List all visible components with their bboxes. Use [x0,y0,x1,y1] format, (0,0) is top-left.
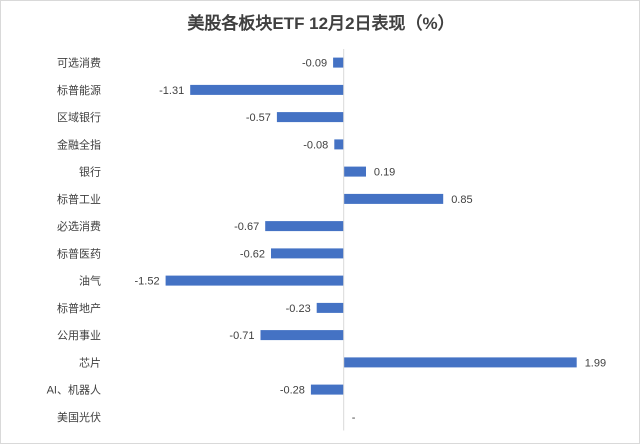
bar [343,357,577,368]
category-label: 芯片 [79,355,101,369]
category-label: 区域银行 [57,110,101,124]
data-label: -1.52 [135,276,160,288]
chart-title: 美股各板块ETF 12月2日表现（%） [187,14,455,33]
bar [190,84,344,95]
category-label: 标普工业 [57,192,101,206]
data-label: -0.67 [234,221,259,233]
data-label: -0.57 [246,112,271,124]
data-label: -0.09 [302,58,327,70]
data-label: - [352,412,356,424]
category-label: 可选消费 [57,56,101,70]
data-label: -0.28 [280,385,305,397]
category-label: 公用事业 [57,329,101,342]
category-label: 金融全指 [57,137,101,151]
data-label: 0.19 [374,167,395,179]
data-label: -0.71 [229,330,254,342]
category-label: 美国光伏 [57,410,101,424]
bar [343,166,366,177]
bar [334,139,344,150]
bar [271,248,344,259]
bar [333,57,344,68]
bar [165,275,344,286]
bar [316,302,344,313]
category-label: 油气 [79,274,101,288]
data-label: -0.23 [286,303,311,315]
data-label: 1.99 [585,357,606,369]
bar [265,221,344,232]
bar [310,384,344,395]
bar [276,112,344,123]
data-label: -1.31 [159,85,184,97]
data-label: -0.08 [303,139,328,151]
category-label: 标普能源 [57,83,101,97]
bar [260,330,344,341]
category-label: 标普地产 [57,301,101,315]
data-label: 0.85 [451,194,472,206]
category-label: 必选消费 [57,219,101,233]
data-label: -0.62 [240,248,265,260]
category-label: 标普医药 [57,246,101,260]
category-label: 银行 [79,165,101,179]
bar [343,193,444,204]
category-label: AI、机器人 [47,383,101,397]
